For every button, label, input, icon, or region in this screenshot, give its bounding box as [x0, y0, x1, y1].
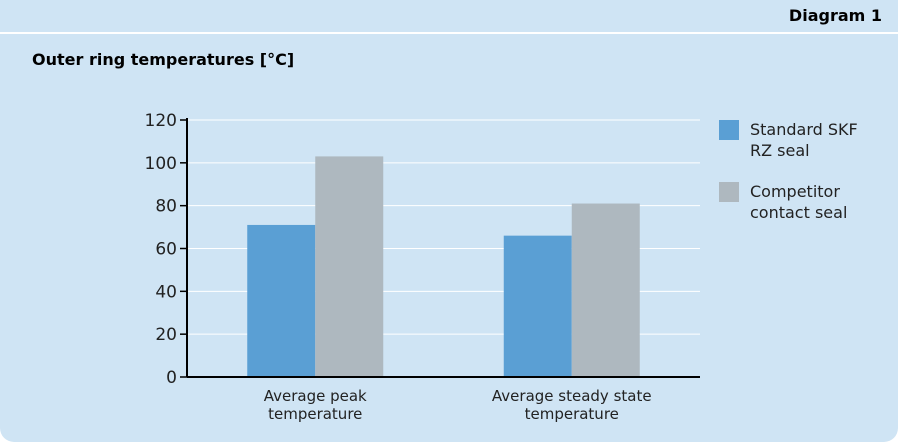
y-tick-label: 120 — [145, 111, 177, 131]
legend-label: Competitor — [750, 182, 840, 201]
legend-label: contact seal — [750, 203, 847, 222]
diagram-label: Diagram 1 — [788, 6, 882, 25]
y-tick-label: 0 — [166, 368, 177, 388]
chart-title: Outer ring temperatures [°C] — [32, 50, 295, 69]
legend-swatch — [719, 182, 739, 202]
axes — [180, 118, 700, 378]
x-category-label: Average steady state — [492, 387, 652, 405]
legend: Standard SKF RZ seal Competitor contact sea… — [719, 120, 858, 222]
y-tick-label: 40 — [155, 282, 177, 302]
legend-swatch — [719, 120, 739, 140]
bar — [571, 203, 640, 377]
x-category-label: temperature — [525, 405, 619, 423]
y-tick-label: 100 — [145, 154, 177, 174]
x-category-label: Average peak — [264, 387, 367, 405]
bar — [315, 156, 384, 377]
bars — [247, 156, 640, 377]
y-tick-labels: 0 20 40 60 80 100 120 — [145, 111, 177, 388]
y-tick-label: 20 — [155, 325, 177, 345]
x-category-label: temperature — [268, 405, 362, 423]
legend-label: RZ seal — [750, 141, 810, 160]
bar — [503, 235, 572, 377]
diagram-header-bar: Diagram 1 — [0, 0, 898, 34]
y-tick-label: 60 — [155, 240, 177, 260]
bar — [247, 224, 316, 377]
y-tick-label: 80 — [155, 197, 177, 217]
legend-label: Standard SKF — [750, 120, 858, 139]
